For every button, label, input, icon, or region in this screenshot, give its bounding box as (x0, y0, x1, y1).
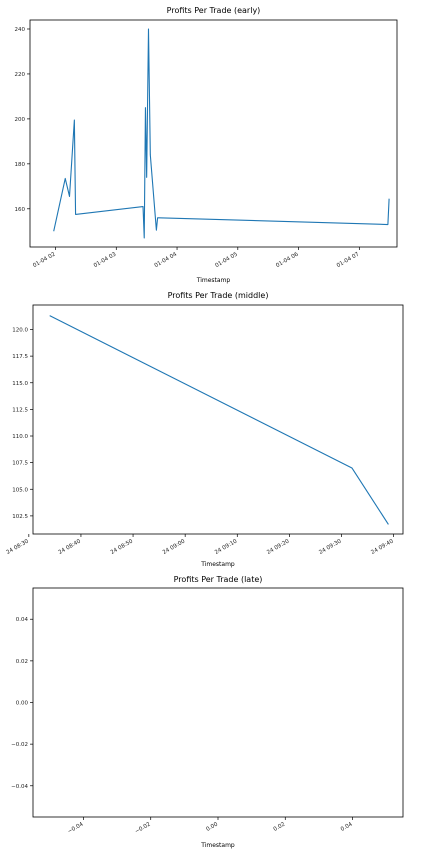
x-axis-label: Timestamp (196, 277, 231, 284)
y-tick-label: 0.00 (16, 701, 29, 707)
y-tick-label: 107.5 (12, 461, 28, 467)
chart-panel-2: Profits Per Trade (middle) 102.5 105.0 107.… (6, 291, 404, 568)
x-tick-label: 01-04 02 (32, 252, 56, 270)
x-tick-label: 24 09:00 (162, 538, 187, 556)
x-tick-label: 24 09:30 (318, 538, 343, 556)
x-axis-label: Timestamp (200, 561, 235, 568)
x-tick-label: 01-04 05 (214, 251, 239, 269)
y-tick-label: 0.04 (16, 617, 29, 623)
y-tick-label: −0.02 (11, 742, 28, 748)
x-tick-label: 01-04 04 (154, 251, 179, 269)
y-tick-label: 117.5 (12, 354, 28, 360)
chart-panel-3: Profits Per Trade (late) −0.04 −0.02 0.00 0.… (11, 575, 404, 849)
plot-area-frame (32, 587, 404, 818)
x-tick-label: 24 08:40 (58, 538, 83, 556)
y-tick-label: 105.0 (12, 487, 28, 493)
y-tick-label: 180 (15, 162, 26, 168)
x-tick-label: 0.02 (273, 822, 287, 833)
x-tick-label: 24 09:40 (370, 538, 395, 556)
chart-title: Profits Per Trade (early) (167, 6, 261, 15)
x-tick-label: 24 09:20 (266, 538, 291, 556)
x-tick-label: 01-04 07 (336, 251, 361, 269)
y-tick-label: 115.0 (12, 381, 28, 387)
chart-panel-1: Profits Per Trade (early) 160 180 200 220 240… (15, 6, 398, 284)
y-tick-label: −0.04 (11, 784, 28, 790)
x-tick-label: 24 09:10 (214, 538, 239, 556)
x-tick-label: 0.04 (340, 821, 354, 833)
y-tick-label: 220 (15, 72, 26, 78)
x-tick-label: 24 08:30 (6, 538, 31, 556)
x-tick-label: 0.00 (205, 821, 219, 833)
series-line-1 (53, 28, 390, 239)
y-tick-label: 240 (15, 27, 26, 33)
x-tick-label: −0.04 (67, 821, 85, 835)
y-tick-label: 0.02 (16, 659, 28, 665)
chart-title: Profits Per Trade (late) (174, 575, 263, 584)
x-axis-label: Timestamp (200, 842, 235, 849)
x-tick-label: −0.02 (134, 822, 152, 836)
y-tick-label: 102.5 (12, 514, 28, 520)
y-tick-label: 110.0 (12, 434, 28, 440)
y-tick-label: 112.5 (12, 407, 28, 413)
series-line-1 (49, 315, 389, 525)
x-tick-label: 01-04 06 (275, 251, 300, 269)
chart-title: Profits Per Trade (middle) (168, 291, 269, 300)
y-tick-label: 160 (15, 207, 26, 213)
x-tick-label: 24 08:50 (110, 538, 135, 556)
plot-area-frame (29, 19, 398, 248)
x-tick-label: 01-04 03 (93, 251, 118, 269)
plot-area-frame (32, 304, 404, 535)
y-tick-label: 120.0 (12, 327, 28, 333)
y-tick-label: 200 (15, 117, 26, 123)
